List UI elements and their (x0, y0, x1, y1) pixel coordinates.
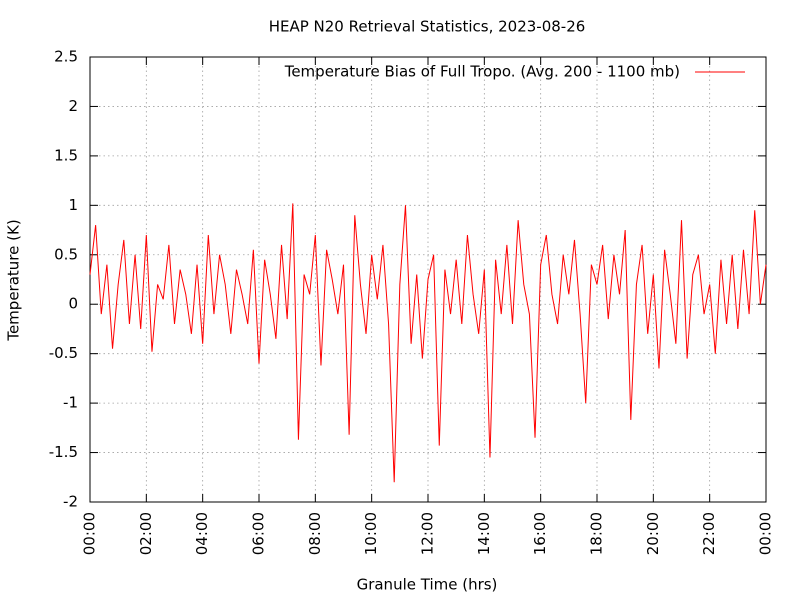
x-axis-label: Granule Time (hrs) (357, 576, 498, 594)
x-tick-label: 06:00 (250, 512, 268, 555)
plot-frame (89, 56, 767, 503)
data-line (89, 203, 767, 483)
y-tick-label: 1 (68, 196, 78, 214)
x-tick-label: 04:00 (193, 512, 211, 555)
x-tick-label: 18:00 (588, 512, 606, 555)
y-tick-label: 0.5 (54, 245, 78, 263)
y-tick-label: -1 (63, 394, 78, 412)
y-tick-label: 2.5 (54, 48, 78, 66)
legend-label: Temperature Bias of Full Tropo. (Avg. 20… (284, 63, 680, 81)
y-tick-label: 0 (68, 295, 78, 313)
y-tick-label: -1.5 (49, 443, 78, 461)
y-tick-label: 2 (68, 97, 78, 115)
y-tick-label: 1.5 (54, 146, 78, 164)
x-tick-label: 22:00 (700, 512, 718, 555)
x-tick-label: 08:00 (306, 512, 324, 555)
x-tick-label: 10:00 (362, 512, 380, 555)
y-tick-label: -0.5 (49, 344, 78, 362)
x-tick-label: 16:00 (531, 512, 549, 555)
x-tick-label: 00:00 (757, 512, 775, 555)
x-tick-label: 00:00 (81, 512, 99, 555)
y-axis-label: Temperature (K) (5, 219, 23, 341)
chart-title: HEAP N20 Retrieval Statistics, 2023-08-2… (269, 18, 586, 36)
x-tick-label: 12:00 (419, 512, 437, 555)
x-tick-label: 20:00 (644, 512, 662, 555)
x-tick-label: 02:00 (137, 512, 155, 555)
x-tick-label: 14:00 (475, 512, 493, 555)
y-tick-label: -2 (63, 493, 78, 511)
